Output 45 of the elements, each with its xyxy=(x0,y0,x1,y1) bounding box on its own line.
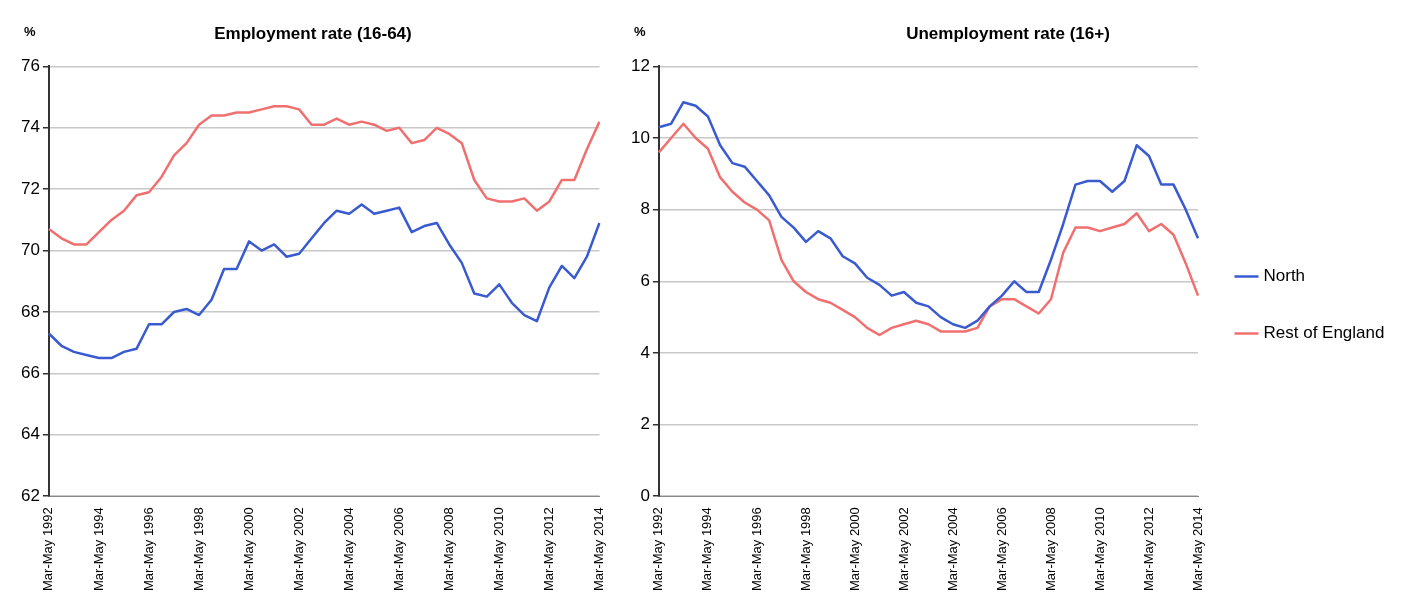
x-tick-label: Mar-May 2000 xyxy=(846,507,862,591)
x-tick-label: Mar-May 1992 xyxy=(650,507,666,591)
y-tick-label: 74 xyxy=(20,117,40,137)
x-tick-label: Mar-May 2014 xyxy=(590,507,606,591)
y-axis-title: % xyxy=(24,23,36,39)
x-tick-label: Mar-May 1998 xyxy=(797,507,813,591)
y-tick-label: 4 xyxy=(640,342,650,362)
y-tick-label: 72 xyxy=(20,178,40,198)
y-tick-label: 76 xyxy=(20,56,40,76)
y-tick-label: 6 xyxy=(640,270,650,290)
chart-title: Unemployment rate (16+) xyxy=(906,23,1110,43)
y-tick-label: 10 xyxy=(630,127,650,147)
y-axis-title: % xyxy=(634,23,646,39)
x-tick-label: Mar-May 2008 xyxy=(440,507,456,591)
x-tick-label: Mar-May 1996 xyxy=(748,507,764,591)
x-tick-label: Mar-May 2002 xyxy=(895,507,911,591)
x-tick-label: Mar-May 1994 xyxy=(699,507,715,591)
x-tick-label: Mar-May 2008 xyxy=(1042,507,1058,591)
chart-title: Employment rate (16-64) xyxy=(214,23,412,43)
y-tick-label: 8 xyxy=(640,199,650,219)
y-tick-label: 2 xyxy=(640,414,650,434)
x-tick-label: Mar-May 2010 xyxy=(1091,507,1107,591)
y-tick-label: 0 xyxy=(640,485,650,505)
x-tick-label: Mar-May 2002 xyxy=(290,507,306,591)
y-tick-label: 62 xyxy=(20,485,40,505)
x-tick-label: Mar-May 2010 xyxy=(490,507,506,591)
x-tick-label: Mar-May 1998 xyxy=(190,507,206,591)
x-tick-label: Mar-May 2004 xyxy=(340,507,356,591)
x-tick-label: Mar-May 1996 xyxy=(140,507,156,591)
legend-label: North xyxy=(1263,266,1306,286)
x-tick-label: Mar-May 2012 xyxy=(1140,507,1156,591)
x-tick-label: Mar-May 2006 xyxy=(993,507,1009,591)
y-tick-label: 64 xyxy=(20,424,40,444)
y-tick-label: 70 xyxy=(20,240,40,260)
x-tick-label: Mar-May 2000 xyxy=(240,507,256,591)
x-tick-label: Mar-May 2006 xyxy=(390,507,406,591)
x-tick-label: Mar-May 1992 xyxy=(40,507,56,591)
x-tick-label: Mar-May 2004 xyxy=(944,507,960,591)
legend-label: Rest of England xyxy=(1263,323,1385,343)
y-tick-label: 66 xyxy=(20,363,40,383)
x-tick-label: Mar-May 2012 xyxy=(540,507,556,591)
x-tick-label: Mar-May 2014 xyxy=(1189,507,1205,591)
y-tick-label: 68 xyxy=(20,301,40,321)
y-tick-label: 12 xyxy=(630,56,650,76)
x-tick-label: Mar-May 1994 xyxy=(90,507,106,591)
